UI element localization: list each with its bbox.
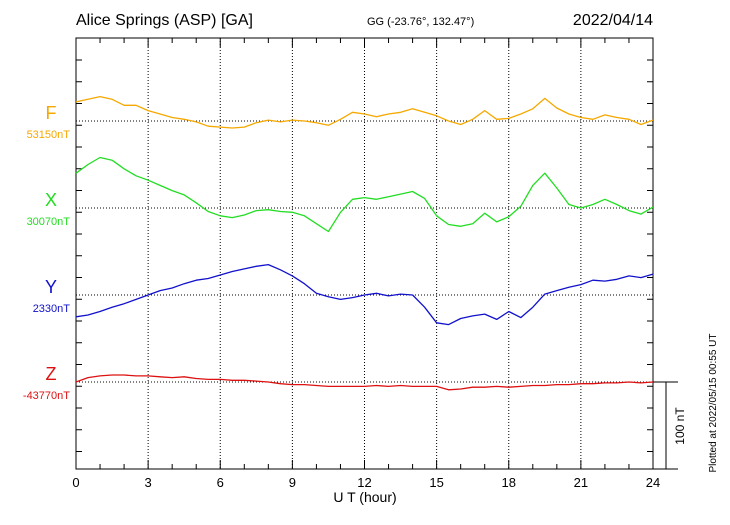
series-baseline-x: 30070nT bbox=[27, 216, 71, 228]
x-tick-label: 9 bbox=[289, 475, 296, 490]
x-tick-label: 15 bbox=[429, 475, 443, 490]
x-tick-label: 18 bbox=[502, 475, 516, 490]
series-name-y: Y bbox=[45, 277, 57, 297]
scale-bar: 100 nT bbox=[653, 381, 687, 470]
series-name-x: X bbox=[45, 190, 57, 210]
series-line-x bbox=[75, 156, 654, 233]
station-title: Alice Springs (ASP) [GA] bbox=[76, 12, 253, 29]
series-baseline-z: -43770nT bbox=[23, 390, 70, 402]
series-baseline-f: 53150nT bbox=[27, 129, 71, 141]
series-name-f: F bbox=[46, 103, 57, 123]
x-tick-label: 6 bbox=[217, 475, 224, 490]
date-label: 2022/04/14 bbox=[573, 12, 653, 29]
x-tick-label: 0 bbox=[72, 475, 79, 490]
x-tick-label: 24 bbox=[646, 475, 660, 490]
series-line-f bbox=[75, 95, 654, 129]
series-line-y bbox=[75, 263, 654, 326]
series-line-z bbox=[75, 374, 654, 391]
baseline-guides bbox=[76, 38, 653, 469]
coordinates-label: GG (-23.76°, 132.47°) bbox=[367, 16, 474, 28]
x-tick-label: 12 bbox=[357, 475, 371, 490]
x-tick-label: 21 bbox=[574, 475, 588, 490]
series-name-z: Z bbox=[46, 364, 57, 384]
x-tick-labels: 0 3 6 9 12 15 18 21 24 bbox=[72, 475, 660, 490]
series-baseline-y: 2330nT bbox=[33, 303, 71, 315]
plotted-at-note: Plotted at 2022/05/15 00:55 UT bbox=[708, 334, 719, 473]
series-layer bbox=[75, 95, 654, 391]
scale-bar-label: 100 nT bbox=[673, 407, 687, 445]
series-labels: F 53150nT X 30070nT Y 2330nT Z -43770nT bbox=[23, 103, 70, 402]
x-tick-label: 3 bbox=[145, 475, 152, 490]
x-axis-label: U T (hour) bbox=[333, 489, 396, 505]
